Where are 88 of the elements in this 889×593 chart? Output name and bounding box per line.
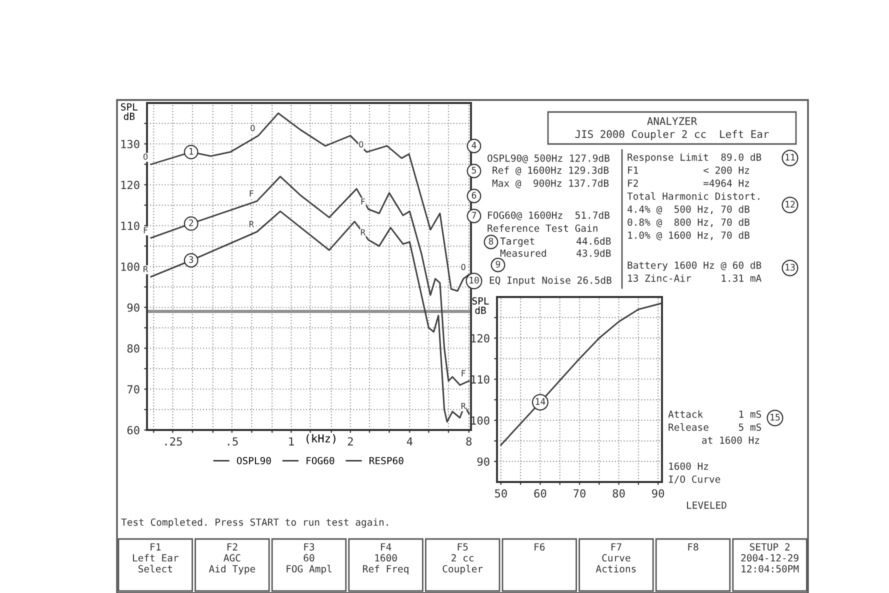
text: F6 xyxy=(534,543,545,551)
text: EQ Input Noise 26.5dB xyxy=(490,276,612,286)
annotation: R xyxy=(144,266,148,272)
annotation: R xyxy=(249,221,254,228)
annotation: O xyxy=(143,154,148,160)
text: Total Harmonic Distort. xyxy=(627,192,760,200)
x-tick-label: 1 xyxy=(289,437,294,446)
text: FOG60@ 1600Hz 51.7dB xyxy=(488,211,610,220)
line-series xyxy=(500,302,662,446)
text: F5 2 cc Coupler xyxy=(442,543,483,574)
y-tick-label: 100 xyxy=(121,262,140,271)
text: 6 xyxy=(472,192,476,199)
text: F3 60 FOG Ampl xyxy=(286,543,332,574)
annotation: O xyxy=(461,264,466,270)
text: Test Completed. Press START to run test again. xyxy=(121,518,388,528)
x-tick-label: 90 xyxy=(652,489,664,498)
legend-label: OSPL90 xyxy=(236,456,271,464)
annotation: 3 xyxy=(189,256,194,264)
text: Reference Test Gain xyxy=(488,224,598,232)
text: Release 5 mS xyxy=(668,423,762,431)
text: 4.4% @ 500 Hz, 70 dB xyxy=(627,205,750,214)
y-tick-label: 70 xyxy=(127,385,140,394)
text: ANALYZER xyxy=(647,117,698,125)
text: F2 =4964 Hz xyxy=(628,179,750,187)
x-tick-label: 60 xyxy=(534,489,546,498)
annotation: 1 xyxy=(189,148,194,155)
annotation: O xyxy=(250,124,255,132)
text: Attack 1 mS xyxy=(668,410,762,418)
x-tick-label: 70 xyxy=(574,489,586,498)
x-tick-label: 4 xyxy=(406,437,412,446)
text: Max @ 900Hz 137.7dB xyxy=(492,179,609,188)
annotation: 14 xyxy=(536,398,546,405)
y-tick-label: 90 xyxy=(477,457,490,466)
text: F1 Left Ear Select xyxy=(133,543,178,572)
text: at 1600 Hz xyxy=(702,436,760,444)
text: 12 xyxy=(786,200,795,208)
y-axis-title: SPL dB xyxy=(472,297,489,314)
y-tick-label: 60 xyxy=(127,426,140,434)
annotation: F xyxy=(462,370,466,376)
text: 15 xyxy=(770,414,780,421)
x-tick-label: 2 xyxy=(348,437,353,446)
text: Ref @ 1600Hz 129.3dB xyxy=(492,166,609,176)
y-tick-label: 120 xyxy=(121,180,140,190)
x-tick-label: 8 xyxy=(466,437,472,446)
text: 5 xyxy=(472,166,476,174)
text: 1.0% @ 1600 Hz, 70 dB xyxy=(628,231,750,240)
text: Target 44.6dB xyxy=(500,237,611,247)
text: Battery 1600 Hz @ 60 dB xyxy=(628,261,762,271)
text: 0.8% @ 800 Hz, 70 dB xyxy=(628,218,750,228)
text: Measured 43.9dB xyxy=(500,249,611,257)
text: 13 Zinc-Air 1.31 mA xyxy=(628,274,762,282)
x-tick-label: 80 xyxy=(612,489,625,498)
text: 13 xyxy=(786,264,795,271)
legend-label: RESP60 xyxy=(370,456,404,464)
text: Response Limit 89.0 dB xyxy=(628,153,762,163)
annotation: O xyxy=(359,141,364,148)
annotation: F xyxy=(250,190,254,196)
text: I/O Curve xyxy=(668,475,720,484)
annotation: 10 xyxy=(470,276,479,284)
text: SETUP 2 2004-12-29 12:04:50PM xyxy=(741,543,799,572)
text: F8 xyxy=(688,543,698,551)
annotation: F xyxy=(144,227,148,234)
annotation: F xyxy=(361,198,365,205)
x-axis-title: (kHz) xyxy=(306,434,336,444)
legend-label: FOG60 xyxy=(306,456,334,464)
y-axis-title: SPL dB xyxy=(121,103,138,120)
text: 11 xyxy=(786,154,795,161)
text: F4 1600 Ref Freq xyxy=(363,543,408,574)
text: 8 xyxy=(488,238,494,245)
text: 7 xyxy=(472,212,476,219)
x-tick-label: 50 xyxy=(495,489,507,498)
text: F7 Curve Actions xyxy=(596,543,636,572)
text: 1600 Hz xyxy=(669,462,708,470)
y-tick-label: 110 xyxy=(121,222,140,230)
y-tick-label: 90 xyxy=(127,303,140,312)
x-tick-label: .25 xyxy=(165,437,182,446)
y-tick-label: 130 xyxy=(121,140,140,148)
text: LEVELED xyxy=(687,502,726,509)
x-tick-label: .5 xyxy=(228,437,238,446)
text: F2 AGC Aid Type xyxy=(208,543,256,574)
y-tick-label: 80 xyxy=(127,344,140,353)
annotation: 2 xyxy=(189,219,194,226)
text: JIS 2000 Coupler 2 cc Left Ear xyxy=(575,130,769,140)
text: OSPL90@ 500Hz 127.9dB xyxy=(488,154,610,164)
text: 4 xyxy=(472,142,476,149)
text: 9 xyxy=(496,260,500,268)
text: F1 < 200 Hz xyxy=(628,166,750,174)
annotation: R xyxy=(360,229,366,236)
